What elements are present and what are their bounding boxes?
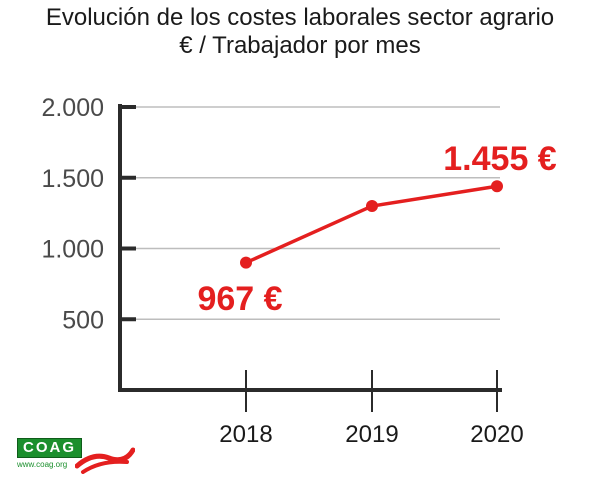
x-tick-label: 2020 (470, 421, 523, 448)
data-point (491, 180, 503, 193)
logo-url: www.coag.org (17, 460, 68, 469)
y-tick-label: 500 (62, 306, 104, 334)
x-tick-label: 2018 (219, 421, 272, 448)
y-tick-label: 1.000 (41, 236, 104, 264)
y-tick-label: 1.500 (41, 165, 104, 193)
data-label: 967 € (197, 280, 282, 318)
coag-logo: COAG www.coag.org (17, 438, 137, 474)
data-point (366, 200, 378, 213)
y-tick-label: 2.000 (41, 94, 104, 122)
logo-swoosh-icon (75, 447, 135, 474)
data-label: 1.455 € (443, 140, 557, 178)
x-tick-label: 2019 (345, 421, 398, 448)
chart-title: Evolución de los costes laborales sector… (45, 4, 555, 31)
logo-text: COAG (17, 438, 82, 458)
chart-subtitle: € / Trabajador por mes (179, 32, 421, 59)
data-point (240, 256, 252, 269)
series-line (245, 184, 498, 265)
